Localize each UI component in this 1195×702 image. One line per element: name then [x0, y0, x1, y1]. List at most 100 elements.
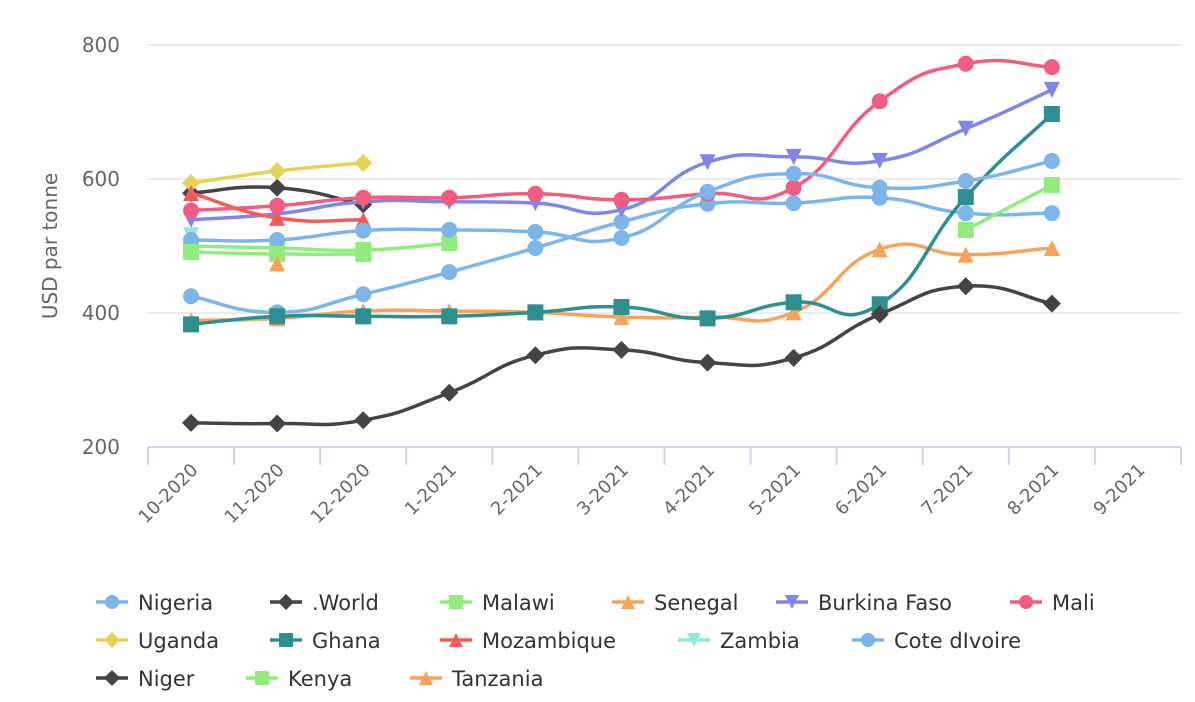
data-point[interactable]: [957, 173, 974, 190]
legend-label: Mozambique: [482, 629, 616, 653]
legend-item[interactable]: Nigeria: [96, 591, 213, 615]
data-point[interactable]: [957, 120, 974, 137]
data-point[interactable]: [699, 183, 716, 200]
data-point[interactable]: [183, 202, 200, 219]
data-point[interactable]: [182, 174, 201, 193]
data-point[interactable]: [527, 185, 544, 202]
data-point[interactable]: [183, 231, 200, 248]
data-point[interactable]: [785, 148, 802, 165]
data-point[interactable]: [268, 161, 287, 180]
legend-label: Malawi: [482, 591, 555, 615]
data-point[interactable]: [354, 153, 373, 172]
data-point[interactable]: [785, 195, 802, 212]
data-point[interactable]: [268, 414, 287, 433]
series: [182, 55, 1061, 433]
data-point[interactable]: [440, 383, 459, 402]
data-point[interactable]: [441, 235, 458, 252]
legend-item[interactable]: Cote dIvoire: [852, 629, 1021, 653]
legend-item[interactable]: Ghana: [270, 629, 381, 653]
data-point[interactable]: [871, 152, 888, 169]
legend-symbol-icon: [279, 633, 293, 647]
data-point[interactable]: [1043, 81, 1060, 98]
data-point[interactable]: [871, 241, 888, 258]
legend-item[interactable]: Mali: [1010, 591, 1095, 615]
legend-item[interactable]: Uganda: [96, 629, 219, 653]
data-point[interactable]: [1042, 294, 1061, 313]
data-point[interactable]: [269, 255, 286, 272]
data-point[interactable]: [182, 413, 201, 432]
data-point[interactable]: [269, 231, 286, 248]
data-point[interactable]: [1043, 240, 1060, 257]
data-point[interactable]: [785, 304, 802, 321]
data-point[interactable]: [785, 179, 802, 196]
data-point[interactable]: [183, 185, 200, 202]
data-point[interactable]: [613, 213, 630, 230]
legend-item[interactable]: Malawi: [440, 591, 555, 615]
data-point[interactable]: [354, 411, 373, 430]
data-point[interactable]: [441, 221, 458, 238]
data-point[interactable]: [871, 93, 888, 110]
data-point[interactable]: [355, 222, 372, 239]
data-point[interactable]: [183, 244, 200, 261]
data-point[interactable]: [1043, 205, 1060, 222]
data-point[interactable]: [269, 246, 286, 263]
data-point[interactable]: [355, 286, 372, 303]
data-point[interactable]: [526, 346, 545, 365]
data-point[interactable]: [269, 308, 286, 325]
data-point[interactable]: [870, 305, 889, 324]
data-point[interactable]: [613, 191, 630, 208]
legend-item[interactable]: Tanzania: [410, 667, 543, 691]
data-point[interactable]: [699, 154, 716, 171]
series-line: [964, 183, 1054, 232]
x-tick-label: 9-2021: [1090, 460, 1150, 520]
data-point[interactable]: [269, 197, 286, 214]
data-point[interactable]: [871, 296, 888, 313]
legend-item[interactable]: Mozambique: [440, 629, 616, 653]
data-point[interactable]: [355, 189, 372, 206]
data-point[interactable]: [183, 288, 200, 305]
data-point[interactable]: [698, 353, 717, 372]
legend-item[interactable]: Burkina Faso: [776, 591, 952, 615]
data-point[interactable]: [957, 246, 974, 263]
data-point[interactable]: [527, 240, 544, 257]
data-point[interactable]: [183, 316, 200, 333]
data-point[interactable]: [527, 304, 544, 321]
legend-item[interactable]: Zambia: [678, 629, 800, 653]
data-point[interactable]: [957, 189, 974, 206]
data-point[interactable]: [527, 223, 544, 240]
data-point[interactable]: [441, 308, 458, 325]
data-point[interactable]: [269, 209, 286, 226]
data-point[interactable]: [1043, 177, 1060, 194]
data-point[interactable]: [784, 348, 803, 367]
x-tick-label: 2-2021: [487, 460, 547, 520]
legend-item[interactable]: .World: [270, 591, 379, 615]
data-point[interactable]: [1043, 152, 1060, 169]
data-point[interactable]: [441, 264, 458, 281]
data-point[interactable]: [612, 340, 631, 359]
data-point[interactable]: [613, 229, 630, 246]
data-point[interactable]: [957, 55, 974, 72]
data-point[interactable]: [699, 310, 716, 327]
data-point[interactable]: [957, 205, 974, 222]
data-point[interactable]: [785, 165, 802, 182]
legend-label: Mali: [1052, 591, 1095, 615]
legend-item[interactable]: Kenya: [246, 667, 352, 691]
legend-item[interactable]: Senegal: [612, 591, 739, 615]
data-point[interactable]: [613, 309, 630, 326]
data-point[interactable]: [956, 277, 975, 296]
legend-symbol-icon: [255, 671, 269, 685]
data-point[interactable]: [1043, 106, 1060, 123]
x-tick-label: 4-2021: [659, 460, 719, 520]
data-point[interactable]: [268, 178, 287, 197]
legend-item[interactable]: Niger: [96, 667, 195, 691]
data-point[interactable]: [785, 294, 802, 311]
y-tick-label: 600: [82, 167, 120, 191]
data-point[interactable]: [613, 298, 630, 315]
data-point[interactable]: [1043, 59, 1060, 76]
data-point[interactable]: [441, 189, 458, 206]
data-point[interactable]: [871, 179, 888, 196]
data-point[interactable]: [957, 221, 974, 238]
data-point[interactable]: [355, 246, 372, 263]
data-point[interactable]: [355, 308, 372, 325]
